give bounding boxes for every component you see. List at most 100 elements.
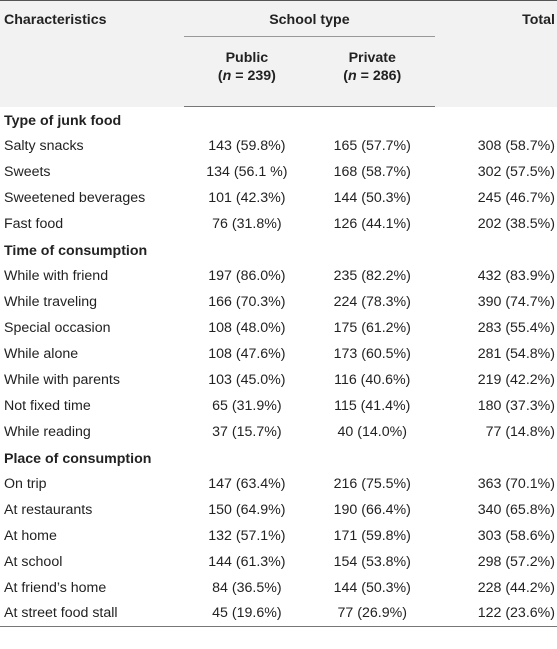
cell-private: 173 (60.5%) (333, 345, 411, 362)
table-row: At street food stall 45 (19.6%) 77 (26.9%)… (0, 600, 557, 627)
cell-total: 219 (42.2%) (477, 371, 555, 388)
table-row: At friend’s home 84 (36.5%) 144 (50.3%) 228… (0, 575, 557, 601)
cell-total: 303 (58.6%) (477, 527, 555, 544)
cell-characteristic: At school (4, 553, 63, 570)
cell-characteristic: Sweets (4, 163, 51, 180)
table-row: Sweets 134 (56.1 %) 168 (58.7%) 302 (57.5%) (0, 159, 557, 185)
junk-food-table: Characteristics School type Total Public… (0, 0, 557, 627)
cell-private: 144 (50.3%) (333, 579, 411, 596)
cell-public: 84 (36.5%) (212, 579, 282, 596)
cell-public: 166 (70.3%) (208, 293, 286, 310)
cell-public: 132 (57.1%) (208, 527, 286, 544)
header-total: Total (434, 0, 557, 107)
cell-public: 45 (19.6%) (184, 600, 310, 627)
cell-public: 144 (61.3%) (208, 553, 286, 570)
cell-characteristic: At restaurants (4, 501, 93, 518)
cell-total: 77 (14.8%) (485, 423, 555, 440)
table-row: At home 132 (57.1%) 171 (59.8%) 303 (58.6%) (0, 523, 557, 549)
table-row: Special occasion 108 (48.0%) 175 (61.2%) 28… (0, 315, 557, 341)
cell-private: 144 (50.3%) (333, 189, 411, 206)
cell-characteristic: On trip (4, 475, 47, 492)
cell-public: 65 (31.9%) (212, 397, 282, 414)
cell-characteristic: While with friend (4, 267, 109, 284)
cell-public: 197 (86.0%) (208, 267, 286, 284)
cell-characteristic: At street food stall (0, 600, 185, 627)
section-header-row: Time of consumption (0, 237, 557, 263)
cell-public: 101 (42.3%) (208, 189, 286, 206)
cell-public: 76 (31.8%) (212, 215, 282, 232)
cell-total: 281 (54.8%) (477, 345, 555, 362)
cell-characteristic: Fast food (4, 215, 64, 232)
cell-total: 298 (57.2%) (477, 553, 555, 570)
header-school-type: School type (184, 0, 435, 37)
cell-characteristic: At home (4, 527, 57, 544)
header-private: Private (n = 286) (309, 36, 435, 107)
cell-public: 103 (45.0%) (208, 371, 286, 388)
header-public-label: Public (225, 50, 269, 66)
cell-private: 216 (75.5%) (333, 475, 411, 492)
cell-characteristic: While traveling (4, 293, 98, 310)
table-row: Sweetened beverages 101 (42.3%) 144 (50.3%… (0, 185, 557, 211)
table-row: Not fixed time 65 (31.9%) 115 (41.4%) 180 (… (0, 393, 557, 419)
header-school-type-label: School type (269, 12, 350, 28)
cell-private: 190 (66.4%) (333, 501, 411, 518)
section-title: Time of consumption (4, 243, 148, 259)
cell-total: 245 (46.7%) (477, 189, 555, 206)
cell-private: 224 (78.3%) (333, 293, 411, 310)
table-row: While with parents 103 (45.0%) 116 (40.6%)… (0, 367, 557, 393)
cell-private: 77 (26.9%) (309, 600, 435, 627)
cell-total: 308 (58.7%) (477, 137, 555, 154)
cell-private: 154 (53.8%) (333, 553, 411, 570)
cell-public: 143 (59.8%) (208, 137, 286, 154)
cell-total: 228 (44.2%) (477, 579, 555, 596)
cell-public: 108 (48.0%) (208, 319, 286, 336)
header-row-1: Characteristics School type Total (0, 0, 557, 107)
cell-characteristic: While reading (4, 423, 91, 440)
cell-private: 40 (14.0%) (337, 423, 407, 440)
cell-public: 150 (64.9%) (208, 501, 286, 518)
cell-characteristic: While alone (4, 345, 79, 362)
table-row: While alone 108 (47.6%) 173 (60.5%) 281 (54… (0, 341, 557, 367)
cell-total: 390 (74.7%) (477, 293, 555, 310)
cell-public: 37 (15.7%) (212, 423, 282, 440)
cell-total: 283 (55.4%) (477, 319, 555, 336)
cell-total: 180 (37.3%) (477, 397, 555, 414)
cell-total: 122 (23.6%) (434, 600, 557, 627)
table-row: On trip 147 (63.4%) 216 (75.5%) 363 (70.1%) (0, 471, 557, 497)
table-row: While reading 37 (15.7%) 40 (14.0%) 77 (14.… (0, 419, 557, 445)
section-title: Type of junk food (4, 113, 122, 130)
header-private-n: (n = 286) (343, 68, 402, 84)
cell-private: 126 (44.1%) (333, 215, 411, 232)
cell-private: 116 (40.6%) (334, 371, 411, 388)
cell-characteristic: Special occasion (4, 319, 111, 336)
cell-total: 340 (65.8%) (477, 501, 555, 518)
cell-public: 108 (47.6%) (208, 345, 286, 362)
cell-private: 165 (57.7%) (333, 137, 411, 154)
table-row: Salty snacks 143 (59.8%) 165 (57.7%) 308 (5… (0, 133, 557, 159)
cell-total: 202 (38.5%) (477, 215, 555, 232)
cell-characteristic: While with parents (4, 371, 120, 388)
header-public-n: (n = 239) (217, 68, 276, 84)
section-header-row: Type of junk food (0, 107, 557, 133)
section-title: Place of consumption (4, 451, 152, 467)
table-header: Characteristics School type Total Public… (0, 0, 557, 107)
cell-public: 147 (63.4%) (208, 475, 286, 492)
table-row: While traveling 166 (70.3%) 224 (78.3%) 390… (0, 289, 557, 315)
header-public: Public (n = 239) (184, 36, 310, 107)
table-row: At restaurants 150 (64.9%) 190 (66.4%) 340 … (0, 497, 557, 523)
cell-characteristic: Not fixed time (4, 397, 91, 414)
cell-private: 171 (59.8%) (333, 527, 411, 544)
cell-total: 302 (57.5%) (477, 163, 555, 180)
cell-private: 235 (82.2%) (333, 267, 411, 284)
cell-characteristic: Sweetened beverages (4, 189, 146, 206)
cell-private: 115 (41.4%) (334, 397, 411, 414)
header-private-label: Private (348, 50, 396, 66)
cell-private: 175 (61.2%) (333, 319, 411, 336)
cell-total: 363 (70.1%) (477, 475, 555, 492)
table-row: Fast food 76 (31.8%) 126 (44.1%) 202 (38.5%… (0, 211, 557, 237)
section-header-row: Place of consumption (0, 445, 557, 471)
cell-characteristic: At friend’s home (4, 579, 107, 596)
table-row: While with friend 197 (86.0%) 235 (82.2%) 4… (0, 263, 557, 289)
table-row: At school 144 (61.3%) 154 (53.8%) 298 (57.2… (0, 549, 557, 575)
